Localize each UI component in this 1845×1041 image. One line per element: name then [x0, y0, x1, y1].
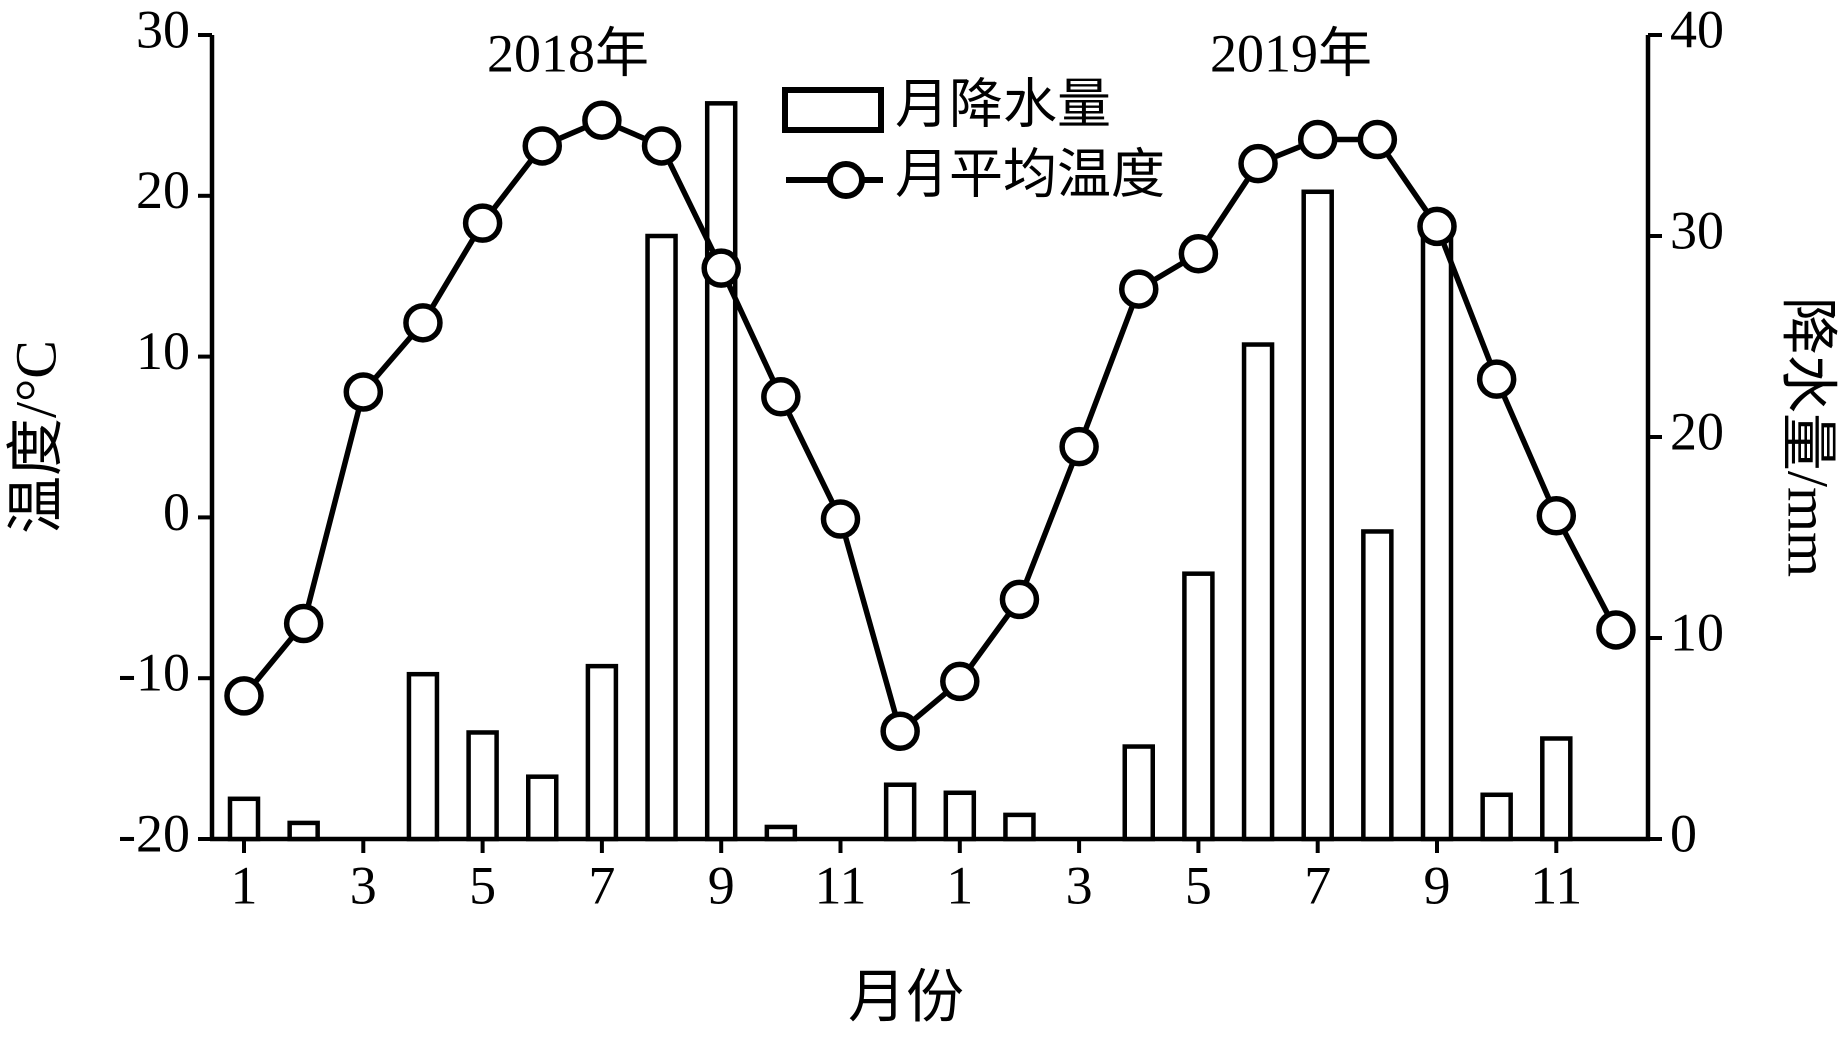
bar — [1122, 744, 1155, 842]
x-tick-label: 9 — [708, 855, 735, 915]
bar — [1420, 215, 1454, 842]
bar — [1182, 571, 1215, 842]
y2-tick-label: 30 — [1670, 200, 1724, 260]
y-tick-label: 30 — [136, 0, 190, 59]
bar — [227, 796, 261, 842]
bar — [287, 820, 320, 842]
point — [999, 579, 1040, 620]
x-axis-label: 月份 — [848, 964, 964, 1029]
y-axis-label: 温度/°C — [3, 340, 68, 534]
bar — [1480, 792, 1513, 842]
point — [1059, 426, 1099, 467]
y-tick-label: 10 — [136, 321, 190, 381]
point — [522, 126, 562, 166]
y2-axis-label: 降水量/mm — [1776, 297, 1841, 577]
y-tick-label: -20 — [118, 803, 190, 863]
bar — [1361, 529, 1394, 842]
bar — [645, 233, 678, 842]
y2-tick-label: 20 — [1670, 401, 1724, 461]
point — [1596, 610, 1636, 650]
y2-tick-label: 40 — [1670, 0, 1724, 59]
point — [641, 126, 682, 166]
x-tick-label: 7 — [1304, 855, 1331, 915]
annotation: 2019年 — [1210, 23, 1372, 83]
bar — [526, 774, 559, 842]
point — [343, 372, 384, 412]
x-tick-label: 5 — [1185, 855, 1212, 915]
bar — [943, 790, 977, 842]
point — [701, 248, 741, 288]
point — [403, 303, 443, 343]
point — [1119, 269, 1159, 309]
point — [462, 203, 503, 243]
bar — [883, 782, 917, 842]
line — [241, 117, 1619, 735]
point — [820, 499, 861, 539]
x-tick-label: 1 — [946, 855, 973, 915]
point — [940, 661, 980, 702]
bar — [1301, 189, 1334, 842]
point — [880, 711, 920, 752]
y-tick-label: -10 — [118, 643, 190, 703]
y-tick-label: 0 — [163, 482, 190, 542]
point — [224, 676, 264, 716]
point — [1476, 359, 1517, 399]
point — [761, 377, 801, 417]
legend-swatch — [827, 161, 865, 199]
x-tick-label: 9 — [1424, 855, 1451, 915]
bar — [704, 101, 738, 842]
bar — [1241, 342, 1275, 842]
point — [1297, 119, 1338, 160]
point — [1417, 206, 1457, 247]
y2-tick-label: 0 — [1670, 803, 1697, 863]
point — [1178, 233, 1219, 274]
x-tick-label: 1 — [231, 855, 258, 915]
x-tick-label: 5 — [469, 855, 496, 915]
bar — [764, 824, 798, 842]
x-tick-label: 3 — [350, 855, 377, 915]
point — [1357, 119, 1398, 160]
legend-label: 月平均温度 — [895, 144, 1165, 204]
x-tick-label: 11 — [1530, 855, 1582, 915]
x-tick-label: 7 — [588, 855, 615, 915]
x-tick-label: 11 — [815, 855, 867, 915]
bar — [466, 730, 499, 842]
point — [1238, 143, 1278, 184]
bar — [585, 663, 619, 842]
bar — [1540, 736, 1573, 842]
bar — [406, 671, 440, 842]
point — [582, 100, 622, 140]
point — [283, 603, 324, 644]
point — [1536, 496, 1577, 536]
y2-tick-label: 10 — [1670, 602, 1724, 662]
bar — [1003, 812, 1036, 842]
legend-swatch — [782, 87, 884, 133]
legend-label: 月降水量 — [895, 74, 1111, 134]
y-tick-label: 20 — [136, 160, 190, 220]
annotation: 2018年 — [487, 23, 649, 83]
x-tick-label: 3 — [1066, 855, 1093, 915]
